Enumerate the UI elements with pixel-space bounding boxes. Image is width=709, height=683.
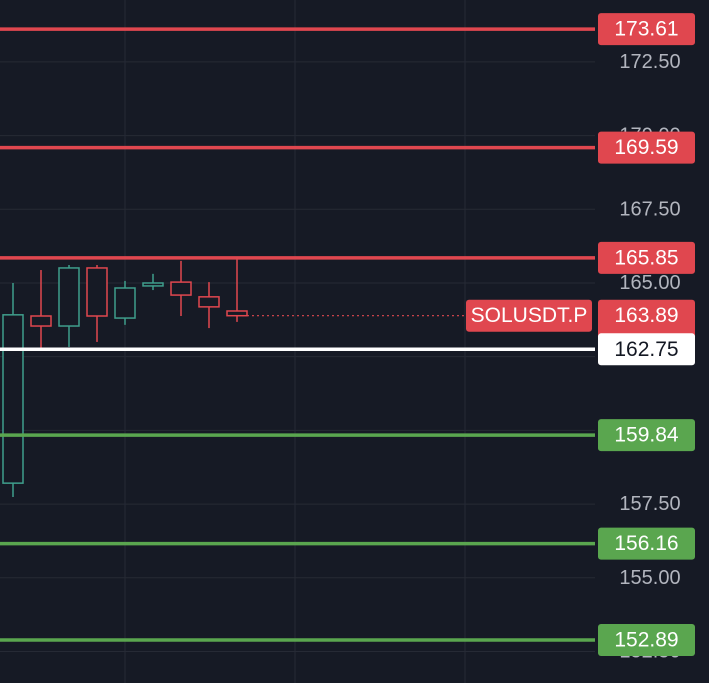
level-label-box [598,13,695,46]
symbol-label-box [466,299,592,332]
candle-body [2,314,24,484]
candle-body [58,267,80,327]
candle-body [142,282,164,287]
vertical-grid [124,0,466,683]
y-tick-label: 172.50 [619,51,680,73]
candle-body [114,287,136,319]
level-label: 173.61 [614,18,678,41]
level-label: 152.89 [614,628,678,651]
level-label-box [598,333,695,366]
level-label-box [598,131,695,164]
level-label: 159.84 [614,424,679,447]
y-tick-label: 167.50 [619,198,680,220]
y-tick-label: 155.00 [619,567,680,589]
symbol-label: SOLUSDT.P [471,304,588,327]
candle-body [30,315,52,327]
level-label-box [598,419,695,452]
candle-body [170,281,192,296]
y-tick-label: 165.00 [619,272,680,294]
level-label-box [598,241,695,274]
y-tick-label: 157.50 [619,493,680,515]
level-label: 165.85 [614,246,678,269]
level-label: 156.16 [614,532,678,555]
level-label: 162.75 [614,338,678,361]
current-price-label: 163.89 [614,304,678,327]
candle-body [86,267,108,317]
candle-body [226,310,248,317]
level-label-box [598,527,695,560]
level-label-box [598,623,695,656]
level-label: 169.59 [614,136,678,159]
candle-body [198,296,220,308]
